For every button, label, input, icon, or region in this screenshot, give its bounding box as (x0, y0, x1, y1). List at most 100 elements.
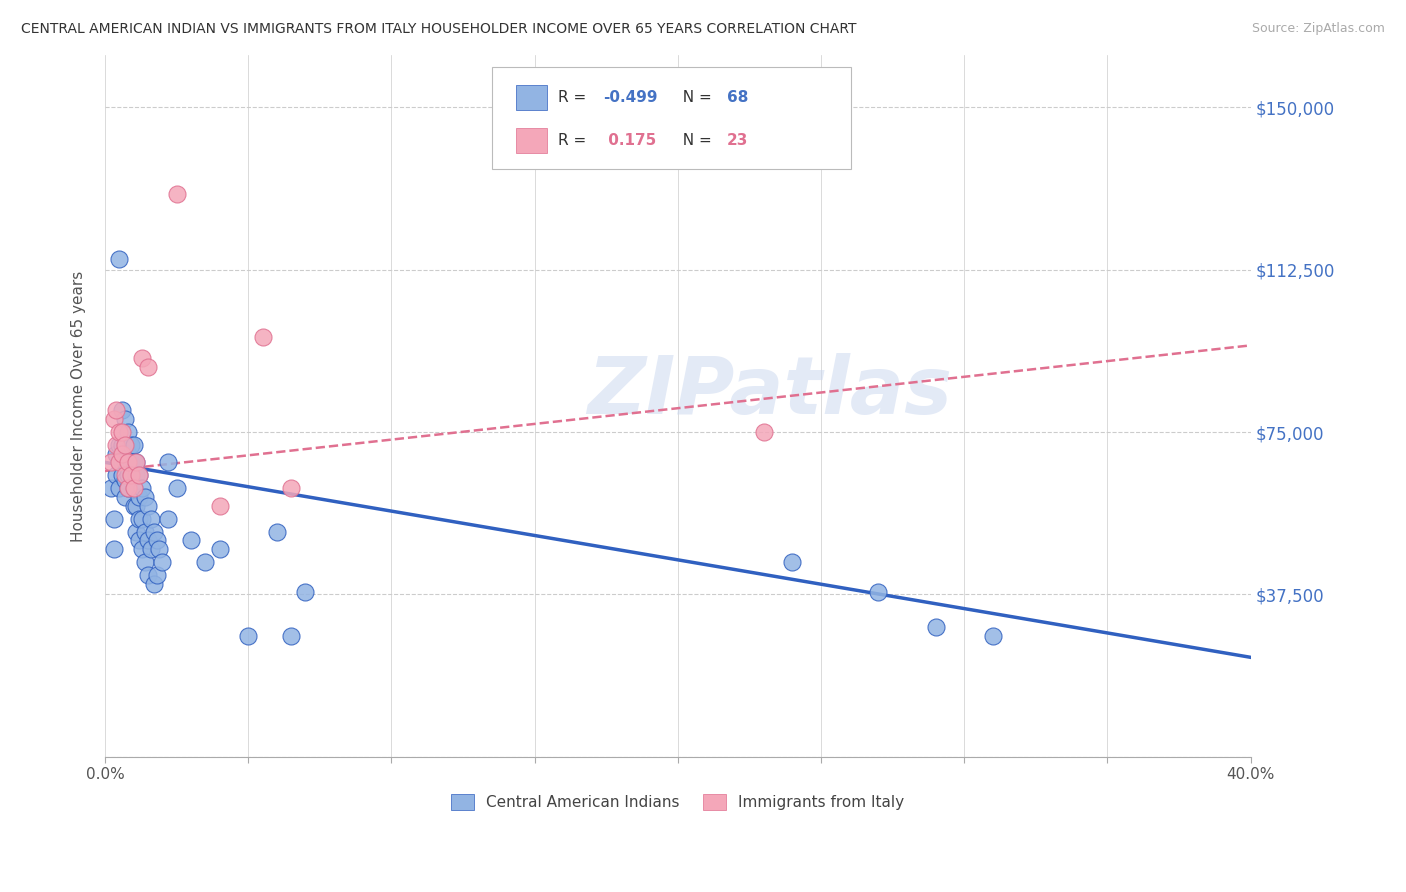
Point (122, 455, 145, 469)
Text: R =: R = (558, 133, 592, 148)
Point (122, 481, 145, 495)
Point (752, 425, 775, 439)
Point (134, 524, 156, 539)
Text: -0.499: -0.499 (603, 90, 658, 105)
Legend: Central American Indians, Immigrants from Italy: Central American Indians, Immigrants fro… (446, 788, 910, 816)
Point (166, 481, 188, 495)
Point (128, 468, 150, 483)
Point (145, 568, 167, 582)
Point (924, 620, 946, 634)
Point (122, 438, 145, 452)
Point (111, 468, 134, 483)
Point (125, 524, 148, 539)
Point (136, 359, 159, 374)
Point (111, 447, 134, 461)
Text: CENTRAL AMERICAN INDIAN VS IMMIGRANTS FROM ITALY HOUSEHOLDER INCOME OVER 65 YEAR: CENTRAL AMERICAN INDIAN VS IMMIGRANTS FR… (21, 22, 856, 37)
Text: Source: ZipAtlas.com: Source: ZipAtlas.com (1251, 22, 1385, 36)
Point (131, 541, 153, 556)
Point (280, 629, 302, 643)
Point (128, 511, 150, 525)
Point (252, 330, 274, 344)
Point (108, 455, 131, 469)
Text: N =: N = (673, 90, 717, 105)
Point (114, 455, 136, 469)
Point (117, 455, 139, 469)
Point (108, 252, 131, 266)
Point (150, 555, 173, 569)
Point (136, 568, 159, 582)
Point (108, 425, 131, 439)
Y-axis label: Householder Income Over 65 years: Householder Income Over 65 years (72, 270, 86, 541)
Point (134, 490, 156, 504)
Point (120, 455, 142, 469)
Point (117, 447, 139, 461)
Point (156, 455, 179, 469)
Point (111, 438, 134, 452)
Point (103, 511, 125, 525)
Point (114, 473, 136, 487)
Point (120, 468, 142, 483)
Point (120, 468, 142, 483)
Point (117, 468, 139, 483)
Point (100, 481, 122, 495)
Point (294, 585, 316, 599)
Point (142, 524, 165, 539)
Point (139, 511, 162, 525)
Point (981, 629, 1004, 643)
Point (105, 438, 128, 452)
Point (103, 541, 125, 556)
Point (208, 541, 231, 556)
Point (280, 481, 302, 495)
Text: 68: 68 (727, 90, 748, 105)
Point (117, 425, 139, 439)
Point (148, 541, 170, 556)
Point (117, 481, 139, 495)
Text: ZIPatlas: ZIPatlas (586, 353, 952, 431)
Point (108, 481, 131, 495)
Point (114, 468, 136, 483)
Point (114, 490, 136, 504)
Point (111, 425, 134, 439)
Point (108, 438, 131, 452)
Point (125, 468, 148, 483)
Point (111, 403, 134, 417)
Point (125, 499, 148, 513)
Point (136, 533, 159, 548)
Point (117, 481, 139, 495)
Point (142, 576, 165, 591)
Point (114, 438, 136, 452)
Point (868, 585, 890, 599)
Point (131, 481, 153, 495)
Text: 0.175: 0.175 (603, 133, 657, 148)
Point (122, 499, 145, 513)
Point (782, 555, 804, 569)
Point (114, 438, 136, 452)
Point (103, 412, 125, 426)
Point (114, 412, 136, 426)
Point (156, 511, 179, 525)
Point (139, 541, 162, 556)
Point (120, 438, 142, 452)
Point (105, 403, 128, 417)
Point (131, 511, 153, 525)
Point (125, 455, 148, 469)
Point (100, 455, 122, 469)
Point (105, 468, 128, 483)
Point (134, 555, 156, 569)
Point (266, 524, 288, 539)
Point (122, 481, 145, 495)
Point (111, 455, 134, 469)
Text: N =: N = (673, 133, 717, 148)
Point (180, 533, 202, 548)
Point (105, 447, 128, 461)
Point (208, 499, 231, 513)
Point (238, 629, 260, 643)
Point (128, 490, 150, 504)
Text: 23: 23 (727, 133, 748, 148)
Point (128, 533, 150, 548)
Point (125, 455, 148, 469)
Point (108, 455, 131, 469)
Point (194, 555, 217, 569)
Text: R =: R = (558, 90, 592, 105)
Point (166, 186, 188, 201)
